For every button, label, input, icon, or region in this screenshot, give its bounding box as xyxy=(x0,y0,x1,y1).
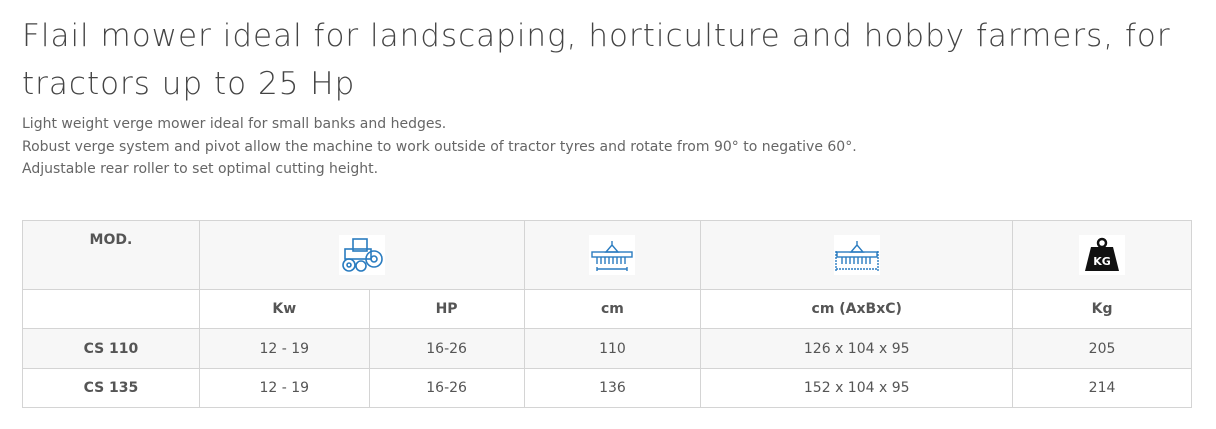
width-cell: 136 xyxy=(523,368,702,408)
description: Light weight verge mower ideal for small… xyxy=(22,113,857,181)
width-cell: 110 xyxy=(523,328,702,369)
weight-icon-text: KG xyxy=(1093,255,1111,268)
dims-cell: 126 x 104 x 95 xyxy=(700,328,1014,369)
model-cell: CS 110 xyxy=(22,328,200,369)
dims-cell: 152 x 104 x 95 xyxy=(700,368,1014,408)
icon-header-row: MOD. KG xyxy=(22,220,1192,290)
weight-cell: 214 xyxy=(1012,368,1192,408)
description-line: Robust verge system and pivot allow the … xyxy=(22,138,857,155)
working-width-icon xyxy=(589,235,636,275)
kw-cell: 12 - 19 xyxy=(198,368,370,408)
description-line: Adjustable rear roller to set optimal cu… xyxy=(22,161,379,177)
units-row: Kw HP cm cm (AxBxC) Kg xyxy=(22,289,1192,329)
unit-cm: cm xyxy=(523,289,702,329)
description-line: Light weight verge mower ideal for small… xyxy=(22,116,447,132)
hp-cell: 16-26 xyxy=(368,328,525,369)
unit-hp: HP xyxy=(368,289,525,329)
page-title: Flail mower ideal for landscaping, horti… xyxy=(22,18,1171,102)
mod-header: MOD. xyxy=(22,220,200,290)
hp-cell: 16-26 xyxy=(368,368,525,408)
unit-kg: Kg xyxy=(1012,289,1192,329)
weight-cell: 205 xyxy=(1012,328,1192,369)
specs-table: MOD. KG Kw HP xyxy=(22,220,1192,408)
model-cell: CS 135 xyxy=(22,368,200,408)
unit-kw: Kw xyxy=(198,289,370,329)
table-row: CS 110 12 - 19 16-26 110 126 x 104 x 95 … xyxy=(22,328,1192,369)
unit-dimensions: cm (AxBxC) xyxy=(700,289,1014,329)
tractor-icon xyxy=(338,235,385,275)
weight-kg-icon: KG xyxy=(1079,235,1126,275)
kw-cell: 12 - 19 xyxy=(198,328,370,369)
table-row: CS 135 12 - 19 16-26 136 152 x 104 x 95 … xyxy=(22,368,1192,408)
dimensions-icon xyxy=(833,235,880,275)
